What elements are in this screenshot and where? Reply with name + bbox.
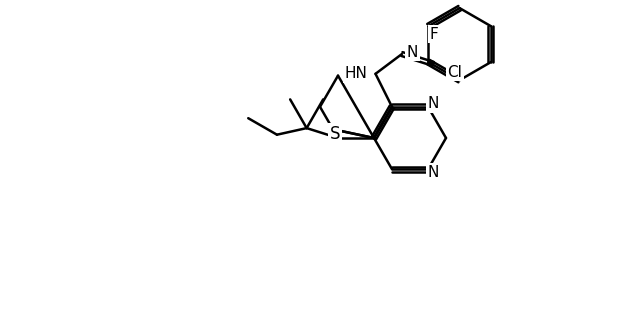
Text: S: S	[330, 125, 340, 142]
Text: N: N	[428, 165, 438, 180]
Text: N: N	[428, 96, 438, 111]
Text: N: N	[407, 44, 419, 59]
Text: Cl: Cl	[447, 64, 462, 80]
Text: F: F	[429, 27, 438, 42]
Text: HN: HN	[344, 66, 367, 81]
